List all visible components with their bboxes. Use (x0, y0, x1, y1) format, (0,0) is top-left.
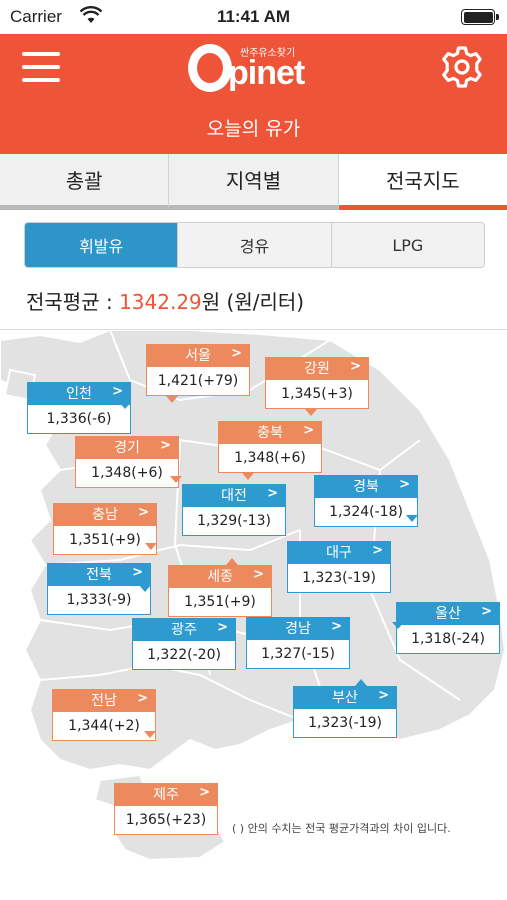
region-name: 경남 (285, 621, 311, 637)
average-prefix: 전국평균 : (26, 290, 120, 314)
region-name: 광주 (171, 622, 197, 638)
clock: 11:41 AM (216, 7, 291, 26)
region-gyeonggi[interactable]: 경기 > 1,348(+6) (75, 436, 182, 488)
gear-icon[interactable] (439, 44, 485, 90)
tab-national-map[interactable]: 전국지도 (338, 154, 507, 210)
region-daejeon[interactable]: 대전 > 1,329(-13) (182, 484, 286, 536)
chevron-right-icon: > (331, 619, 342, 634)
region-price: 1,336(-6) (27, 404, 131, 434)
chevron-right-icon: > (160, 438, 171, 453)
region-name: 충북 (257, 425, 283, 441)
region-chungbuk[interactable]: 충북 > 1,348(+6) (218, 421, 322, 480)
region-name: 서울 (185, 348, 211, 364)
region-gangwon[interactable]: 강원 > 1,345(+3) (265, 357, 369, 416)
region-incheon[interactable]: 인천 > 1,336(-6) (27, 382, 131, 434)
region-name: 대전 (221, 488, 247, 504)
region-name: 인천 (66, 386, 92, 402)
chevron-right-icon: > (137, 691, 148, 706)
fuel-diesel-button[interactable]: 경유 (178, 223, 332, 267)
region-price: 1,421(+79) (146, 366, 250, 396)
logo-text: pinet (228, 54, 305, 92)
menu-button[interactable] (22, 50, 62, 84)
region-price: 1,351(+9) (168, 587, 272, 617)
region-daegu[interactable]: 대구 > 1,323(-19) (287, 541, 391, 593)
main-tabs: 총괄 지역별 전국지도 (0, 154, 507, 210)
region-busan[interactable]: 부산 > 1,323(-19) (293, 679, 397, 738)
opinet-logo: 싼주유소찾기 pinet (188, 42, 324, 100)
region-gyeongbuk[interactable]: 경북 > 1,324(-18) (314, 475, 418, 527)
region-name: 제주 (153, 787, 179, 803)
region-name: 세종 (207, 569, 233, 585)
chevron-right-icon: > (267, 486, 278, 501)
region-price: 1,348(+6) (218, 443, 322, 473)
region-name: 강원 (304, 361, 330, 377)
region-price: 1,344(+2) (52, 711, 156, 741)
footnote: ( ) 안의 수치는 전국 평균가격과의 차이 입니다. (232, 822, 451, 835)
divider (0, 329, 507, 330)
region-ulsan[interactable]: 울산 > 1,318(-24) (392, 602, 500, 654)
fuel-gasoline-button[interactable]: 휘발유 (25, 223, 179, 267)
region-jeonbuk[interactable]: 전북 > 1,333(-9) (47, 563, 151, 615)
fuel-type-selector: 휘발유 경유 LPG (24, 222, 485, 268)
region-price: 1,323(-19) (293, 708, 397, 738)
region-gyeongnam[interactable]: 경남 > 1,327(-15) (246, 617, 350, 669)
region-jeju[interactable]: 제주 > 1,365(+23) (114, 783, 218, 835)
chevron-right-icon: > (132, 565, 143, 580)
region-name: 전북 (86, 567, 112, 583)
hamburger-menu-icon (22, 52, 60, 56)
fuel-lpg-button[interactable]: LPG (392, 235, 424, 255)
region-price: 1,345(+3) (265, 379, 369, 409)
region-price: 1,327(-15) (246, 639, 350, 669)
chevron-right-icon: > (481, 604, 492, 619)
chevron-right-icon: > (138, 505, 149, 520)
region-price: 1,323(-19) (287, 563, 391, 593)
chevron-right-icon: > (199, 785, 210, 800)
region-price: 1,351(+9) (53, 525, 157, 555)
national-average: 전국평균 : 1342.29원 (원/리터) (26, 286, 304, 315)
chevron-right-icon: > (217, 620, 228, 635)
page-title: 오늘의 유가 (206, 118, 301, 140)
region-name: 대구 (326, 545, 352, 561)
region-price: 1,324(-18) (314, 497, 418, 527)
region-price: 1,329(-13) (182, 506, 286, 536)
region-name: 경기 (114, 440, 140, 456)
chevron-right-icon: > (378, 688, 389, 703)
chevron-right-icon: > (303, 423, 314, 438)
chevron-right-icon: > (231, 346, 242, 361)
region-price: 1,348(+6) (75, 458, 179, 488)
region-jeonnam[interactable]: 전남 > 1,344(+2) (52, 689, 156, 741)
region-name: 부산 (332, 690, 358, 706)
region-price: 1,333(-9) (47, 585, 151, 615)
app-header: 싼주유소찾기 pinet 오늘의 유가 (0, 34, 507, 154)
battery-icon (461, 9, 499, 25)
region-name: 전남 (91, 693, 117, 709)
region-price: 1,318(-24) (396, 624, 500, 654)
region-gwangju[interactable]: 광주 > 1,322(-20) (132, 618, 236, 670)
region-price: 1,365(+23) (114, 805, 218, 835)
carrier-label: Carrier (10, 7, 62, 26)
tab-by-region[interactable]: 지역별 (169, 154, 339, 210)
region-name: 충남 (92, 507, 118, 523)
region-sejong[interactable]: 세종 > 1,351(+9) (168, 558, 272, 617)
average-value: 1342.29 (119, 290, 202, 314)
region-seoul[interactable]: 서울 > 1,421(+79) (146, 344, 250, 403)
region-name: 울산 (435, 606, 461, 622)
region-name: 경북 (353, 479, 379, 495)
chevron-right-icon: > (372, 543, 383, 558)
chevron-right-icon: > (350, 359, 361, 374)
chevron-right-icon: > (253, 567, 264, 582)
status-bar: Carrier 11:41 AM (0, 0, 507, 34)
chevron-right-icon: > (112, 384, 123, 399)
region-price: 1,322(-20) (132, 640, 236, 670)
wifi-icon (80, 6, 102, 23)
average-suffix: 원 (원/리터) (201, 290, 305, 314)
logo-subtitle: 싼주유소찾기 (240, 48, 296, 59)
chevron-right-icon: > (399, 477, 410, 492)
tab-summary[interactable]: 총괄 (0, 154, 170, 210)
region-chungnam[interactable]: 충남 > 1,351(+9) (53, 503, 157, 555)
